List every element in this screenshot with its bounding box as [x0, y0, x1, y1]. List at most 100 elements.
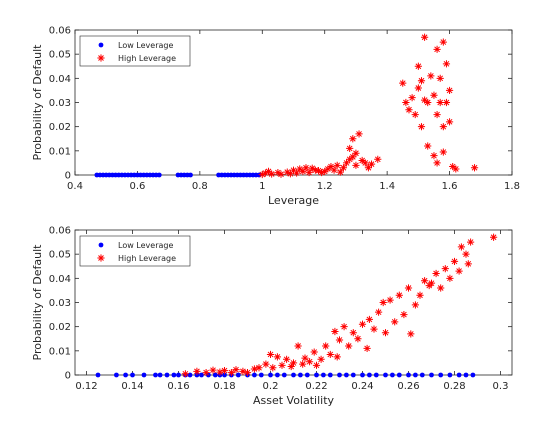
data-point — [298, 372, 303, 378]
data-point — [427, 72, 435, 80]
data-point — [268, 372, 273, 378]
data-point — [400, 310, 408, 319]
data-point — [355, 130, 363, 138]
data-point — [289, 166, 298, 174]
y-tick-label: 0.06 — [49, 26, 71, 37]
y-tick-label: 0.05 — [49, 50, 71, 61]
x-tick-label: 1.6 — [442, 181, 458, 192]
data-point — [333, 353, 341, 361]
data-point — [445, 86, 454, 95]
data-point — [157, 372, 163, 378]
data-point — [438, 372, 444, 378]
data-point — [417, 77, 426, 85]
y-tick-label: 0 — [65, 371, 71, 382]
x-tick-label: 0.28 — [443, 381, 465, 392]
data-point — [299, 167, 307, 175]
y-tick-label: 0.03 — [49, 298, 71, 309]
data-point — [326, 350, 334, 359]
data-point — [346, 155, 354, 163]
data-point — [123, 372, 128, 378]
data-point — [321, 372, 326, 378]
data-point — [302, 164, 310, 172]
x-tick-label: 0.26 — [397, 381, 419, 392]
data-point — [188, 172, 193, 178]
data-point — [294, 342, 302, 350]
y-tick-label: 0 — [65, 171, 71, 182]
data-point — [252, 372, 257, 378]
data-point — [414, 62, 422, 70]
data-point — [467, 238, 475, 246]
scatter-plot-2: 0.12 0.14 0.16 0.18 0.2 0.22 0.24 0.26 0.28 0.3 0 0… — [31, 226, 513, 407]
data-point — [130, 372, 135, 378]
data-point — [445, 118, 454, 126]
data-point — [408, 94, 416, 102]
data-point — [450, 257, 459, 266]
data-point — [399, 79, 407, 87]
y-axis-label: Probability of Default — [31, 44, 44, 161]
legend: Low Leverage High Leverage — [79, 235, 191, 267]
data-point — [358, 156, 366, 165]
y-tick-label: 0.04 — [49, 274, 71, 285]
data-point — [308, 164, 316, 172]
data-point — [345, 342, 353, 350]
data-point — [406, 372, 411, 378]
x-tick-label: 0.12 — [75, 381, 97, 392]
data-point — [337, 372, 342, 378]
data-point — [416, 291, 424, 299]
x-tick-label: 0.18 — [213, 381, 235, 392]
data-point — [232, 366, 240, 374]
data-point — [305, 168, 313, 177]
data-point — [421, 96, 429, 104]
x-tick-label: 0.8 — [192, 181, 208, 192]
data-point — [427, 279, 436, 287]
data-point — [95, 372, 101, 378]
data-point — [114, 372, 119, 378]
data-point — [437, 284, 445, 292]
data-point — [391, 318, 399, 326]
data-point — [441, 265, 449, 273]
data-point — [395, 291, 403, 299]
data-point — [383, 372, 388, 378]
x-tick-label: 1 — [259, 181, 265, 192]
data-point — [421, 277, 429, 285]
data-point — [340, 323, 348, 331]
y-tick-label: 0.04 — [49, 74, 71, 85]
data-point — [333, 161, 341, 169]
data-point — [349, 135, 357, 143]
data-point — [156, 172, 162, 178]
legend-box — [79, 35, 191, 67]
data-point — [396, 372, 402, 378]
x-axis-label: Leverage — [268, 194, 319, 207]
data-point — [405, 106, 413, 114]
data-point — [171, 372, 177, 378]
data-point — [202, 368, 210, 377]
legend-marker — [97, 54, 105, 62]
data-point — [335, 336, 344, 344]
data-point — [327, 372, 333, 378]
data-point — [322, 342, 330, 350]
data-point — [317, 355, 325, 363]
data-point — [273, 353, 281, 361]
data-point — [373, 372, 379, 378]
data-point — [299, 360, 307, 368]
data-point — [433, 159, 441, 167]
data-point — [419, 372, 425, 378]
data-point — [429, 372, 434, 378]
data-point — [381, 329, 390, 337]
data-point — [442, 98, 451, 107]
data-point — [346, 144, 354, 153]
data-point — [414, 84, 422, 92]
data-point — [255, 364, 263, 372]
data-point — [181, 370, 189, 378]
data-point — [304, 372, 310, 378]
data-point — [212, 372, 218, 378]
series-high-leverage — [181, 233, 498, 378]
data-point — [365, 315, 373, 324]
data-point — [452, 165, 460, 173]
data-point — [274, 168, 282, 177]
data-point — [250, 365, 258, 373]
x-tick-label: 0.14 — [121, 381, 143, 392]
data-point — [364, 164, 373, 172]
data-point — [153, 372, 158, 378]
legend-label: Low Leverage — [118, 41, 173, 50]
